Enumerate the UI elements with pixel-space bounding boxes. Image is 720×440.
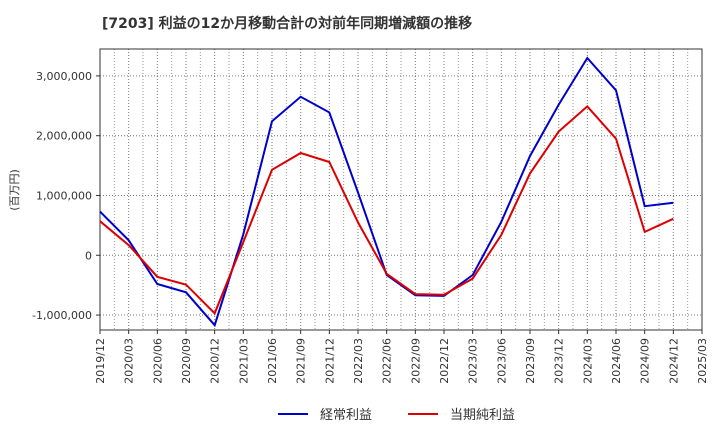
x-tick-label: 2021/12: [323, 338, 336, 384]
x-tick-label: 2019/12: [94, 338, 107, 384]
x-tick-label: 2024/12: [667, 338, 680, 384]
x-tick-label: 2023/09: [524, 338, 537, 384]
x-tick-label: 2020/09: [180, 338, 193, 384]
legend-label: 当期純利益: [450, 408, 515, 423]
legend-label: 経常利益: [320, 408, 372, 423]
x-tick-label: 2024/09: [639, 338, 652, 384]
horizontal-gridlines: [96, 75, 702, 316]
chart-title: [7203] 利益の12か月移動合計の対前年同期増減額の推移: [102, 15, 472, 32]
series-line-toki-jun-rieki: [99, 104, 674, 316]
x-tick-label: 2022/03: [352, 338, 365, 384]
x-tick-label: 2021/03: [237, 338, 250, 384]
y-tick-label: -1,000,000: [32, 309, 92, 322]
x-tick-label: 2020/03: [123, 338, 136, 384]
vertical-gridlines: [113, 49, 689, 330]
x-axis-tick-labels: 2019/12 2020/03 2020/06 2020/09 2020/12 2021/…: [94, 330, 709, 384]
y-axis-tick-labels: -1,000,000 0 1,000,000 2,000,000 3,000,000: [32, 70, 92, 322]
x-tick-label: 2020/12: [209, 338, 222, 384]
y-axis-label: (百万円): [8, 169, 21, 211]
x-tick-label: 2020/06: [151, 338, 164, 384]
y-tick-label: 0: [85, 249, 92, 262]
x-tick-label: 2021/06: [266, 338, 279, 384]
x-tick-label: 2025/03: [696, 338, 709, 384]
x-tick-label: 2022/12: [438, 338, 451, 384]
x-tick-label: 2022/06: [381, 338, 394, 384]
plot-frame: [99, 48, 703, 331]
y-tick-label: 1,000,000: [36, 189, 92, 202]
y-tick-label: 2,000,000: [36, 130, 92, 143]
x-tick-label: 2023/12: [553, 338, 566, 384]
y-tick-label: 3,000,000: [36, 70, 92, 83]
legend: 経常利益 当期純利益: [278, 408, 515, 423]
x-tick-label: 2023/03: [467, 338, 480, 384]
x-tick-label: 2023/06: [495, 338, 508, 384]
x-tick-label: 2024/03: [581, 338, 594, 384]
x-tick-label: 2024/06: [610, 338, 623, 384]
series-lines: [99, 56, 674, 328]
x-tick-label: 2021/09: [295, 338, 308, 384]
x-tick-label: 2022/09: [409, 338, 422, 384]
